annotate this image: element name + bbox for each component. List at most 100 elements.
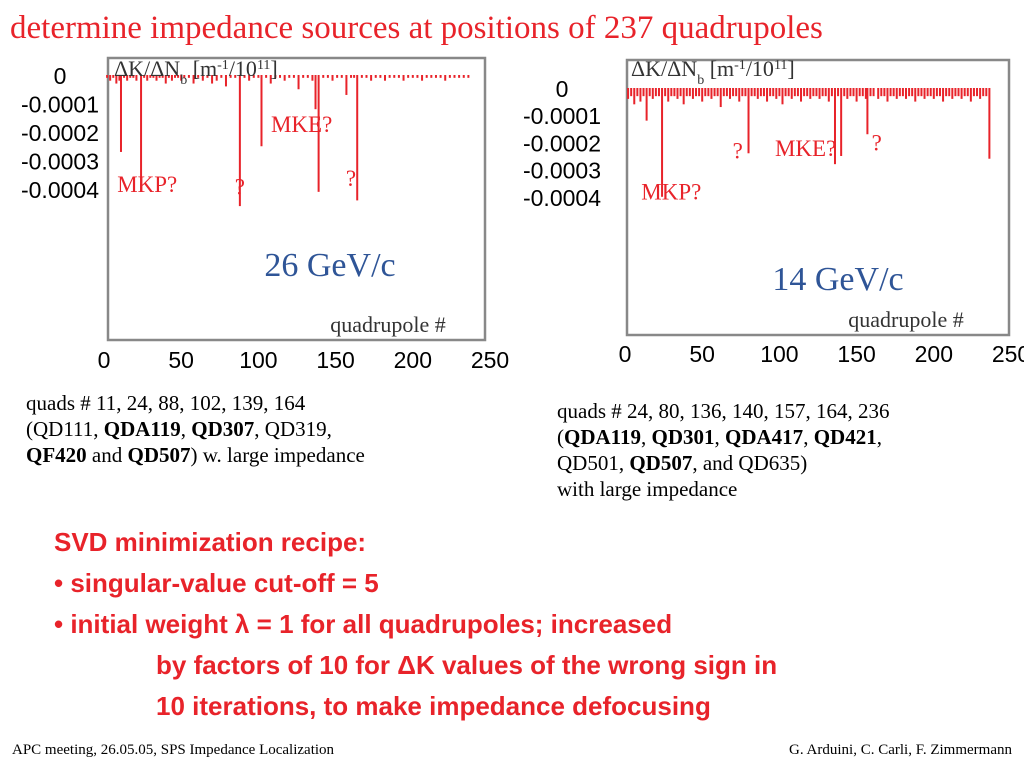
svd-weight-continued-2: 10 iterations, to make impedance defocus… (156, 691, 711, 721)
impedance-bar (627, 88, 630, 99)
plot-frame (625, 58, 1011, 337)
svd-weight-continued: by factors of 10 for ΔK values of the wr… (156, 650, 778, 680)
annotation-label: MKP? (117, 172, 177, 197)
impedance-bar (738, 88, 741, 102)
impedance-bar (152, 75, 155, 78)
impedance-bar (756, 88, 759, 99)
impedance-bar (453, 75, 456, 78)
caption-right-line2: (QDA119, QD301, QDA417, QD421, (557, 424, 890, 450)
impedance-bar (827, 88, 830, 102)
impedance-bar (682, 88, 685, 105)
impedance-bar (908, 88, 911, 97)
caption-bold: QDA119 (103, 417, 181, 441)
impedance-bar (985, 88, 988, 97)
caption-text: , (180, 417, 192, 441)
impedance-bar (945, 88, 948, 97)
chart-26gev: 0 -0.0001-0.0002 -0.0003-0.0004 0 50 100 150 20… (21, 56, 509, 373)
impedance-bar (238, 75, 241, 207)
impedance-bar (353, 75, 356, 78)
impedance-bar (849, 88, 852, 97)
impedance-bar (815, 88, 818, 97)
impedance-bar (772, 88, 775, 97)
caption-text: , (876, 425, 882, 449)
footer-right: G. Arduini, C. Carli, F. Zimmermann (789, 742, 1012, 758)
impedance-bar (657, 88, 660, 97)
impedance-bar (963, 88, 966, 97)
impedance-bar (926, 88, 929, 97)
impedance-bar (938, 88, 941, 97)
impedance-bar (243, 75, 246, 78)
impedance-bar (462, 75, 465, 78)
impedance-bar (982, 88, 985, 97)
impedance-bar (384, 75, 387, 81)
y-tick-label: -0.0001 (523, 103, 601, 129)
impedance-bar (197, 75, 200, 78)
impedance-bar (265, 75, 268, 78)
impedance-bar (356, 75, 359, 201)
annotation-label: ? (346, 166, 356, 191)
impedance-bar (645, 88, 648, 121)
impedance-bar (374, 75, 377, 78)
x-tick-label: 250 (471, 347, 509, 373)
caption-bold: QDA119 (564, 425, 642, 449)
impedance-bar (297, 75, 300, 90)
impedance-bar (698, 88, 701, 97)
caption-text: and (86, 443, 128, 467)
x-axis-label: quadrupole # (848, 307, 963, 332)
slide-title: determine impedance sources at positions… (10, 10, 823, 46)
impedance-bar (719, 88, 722, 108)
impedance-bar (648, 88, 651, 97)
impedance-bar (948, 88, 951, 97)
impedance-bar (935, 88, 938, 97)
impedance-bar (796, 88, 799, 97)
impedance-bar (905, 88, 908, 99)
impedance-bar (636, 88, 639, 97)
impedance-bar (340, 75, 343, 78)
impedance-bar (787, 88, 790, 97)
impedance-bar (161, 75, 164, 78)
impedance-bar (969, 88, 972, 102)
impedance-bar (651, 88, 654, 99)
impedance-bar (306, 75, 309, 78)
caption-text: , QD319, (254, 417, 332, 441)
impedance-bar (633, 88, 636, 105)
caption-text: , (641, 425, 652, 449)
impedance-bar (778, 88, 781, 97)
annotation-label: ? (872, 131, 882, 156)
impedance-bar (685, 88, 688, 97)
impedance-bar (317, 75, 320, 192)
caption-left-line2: (QD111, QDA119, QD307, QD319, (26, 416, 365, 442)
impedance-bar (753, 88, 756, 97)
caption-right-line4: with large impedance (557, 477, 738, 501)
impedance-bar (972, 88, 975, 97)
impedance-bar (106, 75, 109, 78)
impedance-bar (119, 75, 122, 152)
y-tick-label: -0.0004 (21, 177, 99, 203)
impedance-bar (852, 88, 855, 97)
impedance-bar (741, 88, 744, 97)
impedance-bar (140, 75, 143, 192)
impedance-bar (812, 88, 815, 97)
impedance-bar (421, 75, 424, 81)
impedance-bar (707, 88, 710, 97)
caption-bold: QD307 (191, 417, 255, 441)
caption-left-line3: QF420 and QD507) w. large impedance (26, 442, 365, 468)
y-tick-label: -0.0003 (21, 149, 99, 175)
impedance-bar (292, 75, 295, 78)
svd-bullet-cutoff: • singular-value cut-off = 5 (54, 568, 379, 598)
impedance-bar (388, 75, 391, 78)
impedance-bar (920, 88, 923, 97)
impedance-bar (192, 75, 195, 84)
y-tick-label: -0.0003 (523, 158, 601, 184)
impedance-bar (112, 75, 115, 78)
impedance-bar (781, 88, 784, 105)
impedance-bar (747, 88, 750, 154)
impedance-bar (691, 88, 694, 99)
impedance-bar (732, 88, 735, 97)
impedance-bar (416, 75, 419, 78)
impedance-bar (923, 88, 926, 99)
x-tick-label: 0 (619, 341, 632, 367)
impedance-bar (951, 88, 954, 99)
x-tick-label: 200 (394, 347, 432, 373)
